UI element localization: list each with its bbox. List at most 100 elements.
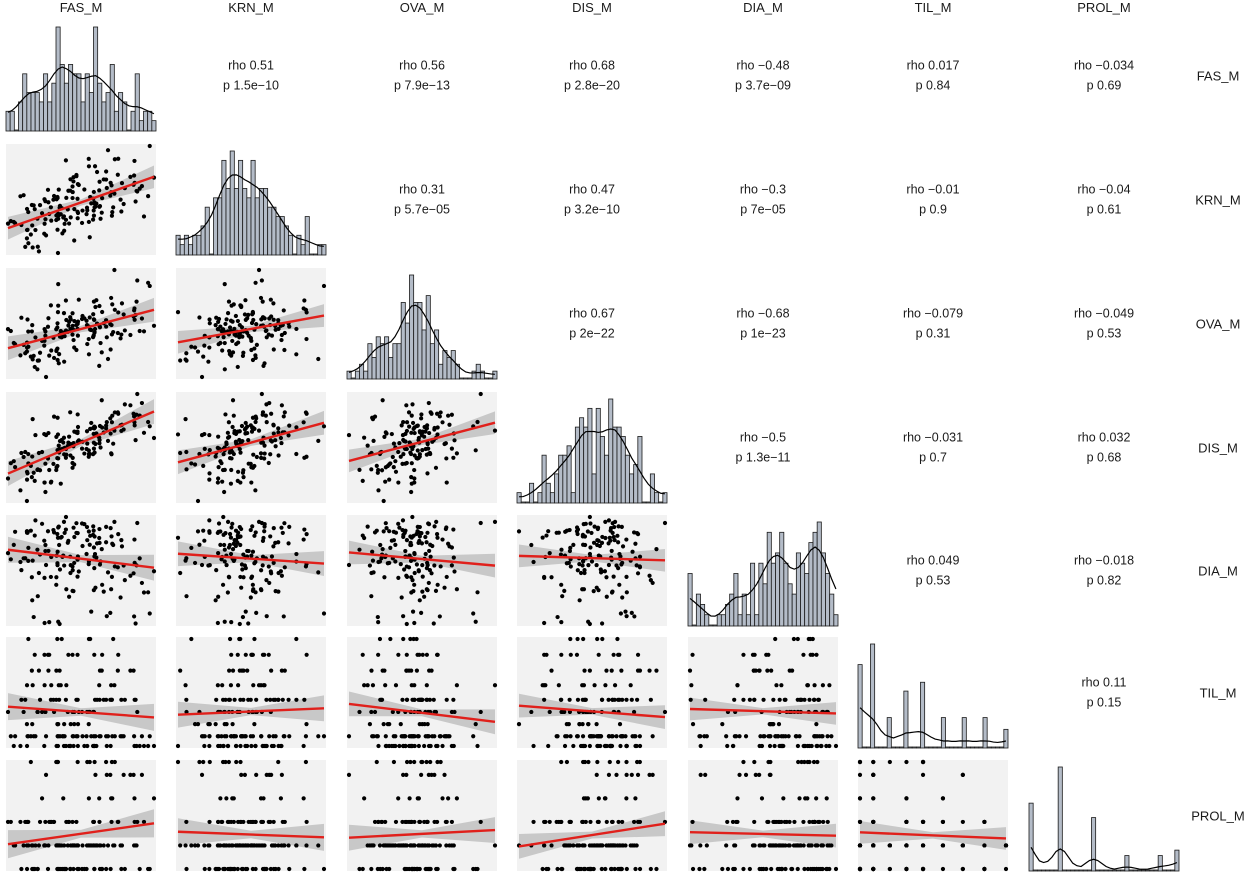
scatter-point: [84, 551, 89, 557]
scatter-point: [316, 734, 321, 739]
scatter-point: [556, 530, 561, 535]
scatter-point: [420, 574, 425, 579]
histogram-bar: [1078, 869, 1084, 872]
scatter-point: [920, 772, 926, 777]
histogram-bar: [829, 593, 835, 627]
scatter-point: [580, 697, 585, 702]
scatter-point: [68, 315, 73, 320]
scatter-point: [134, 299, 139, 304]
scatter-point: [611, 574, 616, 579]
scatter-point: [252, 722, 257, 727]
scatter-point: [224, 440, 229, 445]
scatter-point: [115, 410, 120, 415]
scatter-point: [70, 332, 75, 337]
scatter-point: [97, 526, 102, 532]
scatter-point: [252, 636, 257, 642]
scatter-point: [316, 438, 321, 443]
scatter-point: [109, 322, 114, 328]
scatter-point: [262, 843, 267, 848]
scatter-point: [89, 201, 94, 206]
scatter-point: [57, 567, 63, 572]
scatter-point: [89, 609, 94, 614]
scatter-point: [202, 743, 207, 749]
scatter-point: [404, 460, 409, 466]
scatter-point: [549, 575, 554, 580]
scatter-point: [385, 463, 390, 469]
scatter-point: [112, 157, 117, 162]
scatter-point: [857, 819, 863, 825]
scatter-point: [747, 866, 752, 872]
histogram-bar: [787, 583, 793, 627]
scatter-point: [35, 594, 40, 599]
scatter-point: [279, 843, 284, 848]
scatter-point: [207, 530, 212, 535]
scatter-point: [219, 557, 224, 562]
scatter-point: [362, 796, 367, 801]
scatter-point: [427, 548, 432, 554]
scatter-point: [62, 359, 67, 364]
histogram-bar: [1128, 869, 1134, 872]
scatter-point: [91, 312, 96, 317]
scatter-point: [422, 743, 427, 749]
scatter-point: [687, 668, 693, 673]
histogram-bar: [645, 501, 651, 504]
scatter-point: [287, 423, 292, 428]
scatter-point: [43, 542, 48, 548]
scatter-point: [230, 668, 236, 673]
scatter-point: [214, 866, 219, 872]
scatter-point: [761, 697, 766, 702]
scatter-point: [662, 709, 668, 715]
scatter-point: [567, 819, 572, 825]
scatter-point: [97, 562, 103, 567]
scatter-point: [46, 548, 51, 554]
scatter-point: [816, 866, 821, 872]
histogram-bar: [595, 407, 601, 504]
scatter-point: [419, 610, 424, 615]
scatter-point: [741, 697, 746, 702]
scatter-point: [42, 221, 47, 226]
scatter-point: [245, 866, 250, 872]
scatter-point: [454, 451, 459, 456]
rho-label: rho −0.034: [1074, 59, 1134, 73]
scatter-point: [94, 843, 99, 848]
scatter-point: [920, 866, 926, 872]
histogram-bar: [221, 159, 227, 256]
scatter-point: [431, 621, 436, 626]
histogram-bar: [587, 407, 593, 504]
scatter-point: [97, 204, 103, 209]
scatter-point: [55, 549, 60, 554]
scatter-point: [420, 843, 425, 848]
scatter-point: [429, 668, 434, 673]
scatter-point: [799, 759, 804, 765]
p-value-label: p 3.7e−09: [735, 79, 791, 93]
scatter-point: [827, 683, 832, 688]
scatter-point: [765, 668, 770, 673]
scatter-point: [56, 443, 61, 448]
scatter-point: [33, 432, 38, 438]
scatter-point: [92, 534, 97, 539]
scatter-point: [617, 722, 623, 727]
histogram-bar: [396, 343, 402, 380]
scatter-point: [213, 598, 218, 603]
histogram-bar: [126, 129, 132, 132]
scatter-point: [220, 697, 226, 702]
histogram-bar: [321, 244, 327, 256]
histogram-bar: [995, 746, 1001, 749]
scatter-point: [108, 193, 113, 198]
scatter-point: [423, 551, 428, 557]
scatter-point: [246, 621, 251, 626]
scatter-point: [131, 668, 136, 673]
histogram-bar: [59, 64, 65, 132]
scatter-point: [732, 697, 737, 702]
scatter-point: [64, 452, 69, 457]
scatter-point: [237, 446, 242, 452]
scatter-point: [404, 573, 409, 578]
scatter-point: [781, 734, 786, 739]
scatter-point: [151, 743, 157, 749]
scatter-point: [594, 722, 599, 727]
scatter-point: [633, 541, 638, 546]
scatter-point: [387, 477, 392, 482]
scatter-point: [360, 652, 365, 657]
scatter-point: [304, 843, 309, 848]
